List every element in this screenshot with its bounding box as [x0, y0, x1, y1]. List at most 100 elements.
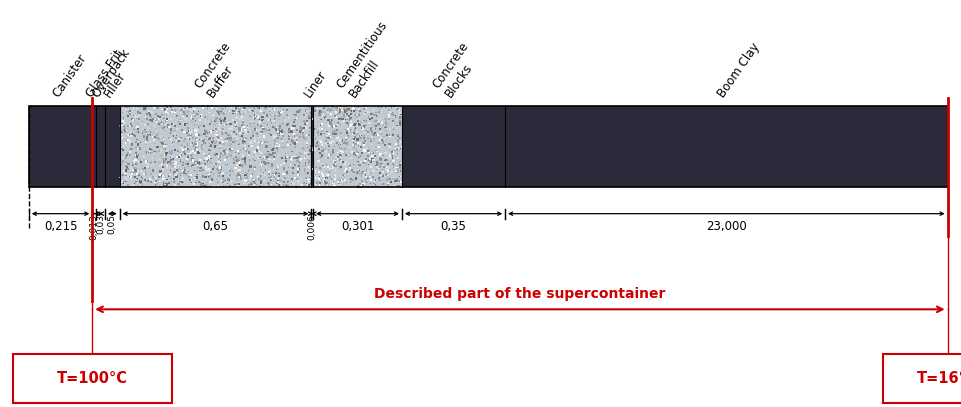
- Point: [193, 112, 209, 119]
- Point: [187, 119, 203, 126]
- Point: [332, 107, 347, 114]
- Point: [159, 181, 174, 188]
- Point: [179, 116, 194, 122]
- Point: [193, 141, 209, 147]
- Point: [372, 170, 387, 177]
- Point: [313, 126, 329, 132]
- Point: [321, 131, 336, 138]
- Point: [180, 151, 195, 157]
- Point: [210, 133, 226, 140]
- Point: [362, 123, 378, 130]
- Point: [374, 136, 389, 143]
- Point: [214, 128, 230, 134]
- Point: [140, 115, 156, 121]
- Point: [178, 118, 193, 125]
- Point: [213, 129, 229, 135]
- Point: [238, 174, 254, 180]
- Point: [298, 171, 313, 177]
- Point: [213, 182, 229, 188]
- Point: [293, 128, 308, 135]
- Point: [135, 182, 150, 188]
- Point: [301, 164, 316, 171]
- Point: [381, 116, 396, 122]
- Point: [114, 145, 130, 152]
- Point: [166, 179, 182, 185]
- Point: [159, 152, 174, 158]
- Point: [297, 150, 312, 157]
- Point: [172, 121, 187, 127]
- Point: [336, 173, 352, 179]
- Point: [212, 158, 228, 164]
- Point: [171, 138, 186, 144]
- Point: [252, 154, 267, 161]
- Point: [118, 154, 134, 160]
- Point: [224, 153, 239, 159]
- Point: [259, 122, 275, 128]
- Point: [238, 176, 254, 182]
- Point: [178, 166, 193, 173]
- Point: [147, 148, 162, 155]
- Point: [212, 109, 228, 115]
- Point: [160, 107, 176, 114]
- Point: [325, 149, 340, 155]
- Point: [280, 179, 295, 186]
- Text: Filler: Filler: [102, 69, 129, 100]
- Point: [351, 145, 366, 151]
- Point: [230, 183, 245, 190]
- Point: [191, 136, 207, 143]
- Point: [160, 103, 175, 109]
- Point: [285, 140, 301, 147]
- Point: [267, 171, 283, 177]
- Point: [215, 173, 231, 179]
- Point: [180, 125, 195, 131]
- Point: [132, 110, 147, 117]
- Point: [253, 159, 268, 165]
- Point: [267, 150, 283, 157]
- Point: [249, 147, 264, 154]
- Point: [197, 127, 212, 133]
- Point: [332, 182, 347, 188]
- Point: [368, 126, 383, 132]
- Point: [319, 116, 334, 122]
- Point: [216, 109, 232, 116]
- Point: [170, 114, 185, 120]
- Point: [237, 182, 253, 189]
- Point: [228, 110, 243, 117]
- Point: [354, 158, 369, 165]
- Point: [342, 127, 357, 133]
- Point: [248, 180, 263, 186]
- Point: [375, 153, 390, 159]
- Point: [191, 164, 207, 171]
- Text: Cementitious
Backfill: Cementitious Backfill: [334, 19, 403, 100]
- Point: [212, 169, 228, 176]
- Point: [232, 167, 247, 173]
- Point: [188, 182, 204, 188]
- Point: [149, 178, 164, 184]
- Point: [215, 125, 231, 132]
- Point: [240, 143, 256, 149]
- Point: [283, 162, 298, 168]
- Point: [271, 176, 286, 182]
- Point: [207, 143, 222, 150]
- Point: [385, 117, 401, 124]
- Point: [359, 128, 375, 134]
- Point: [152, 164, 167, 170]
- Point: [154, 152, 169, 159]
- Point: [184, 172, 199, 179]
- Point: [191, 175, 207, 181]
- Point: [260, 140, 276, 147]
- Point: [199, 129, 214, 136]
- Point: [276, 176, 291, 183]
- Point: [392, 164, 407, 171]
- Point: [327, 158, 342, 165]
- Point: [234, 124, 250, 130]
- Point: [129, 176, 144, 182]
- Point: [332, 144, 347, 151]
- Point: [262, 131, 278, 138]
- Point: [362, 127, 378, 133]
- Point: [382, 176, 397, 182]
- Point: [378, 125, 393, 131]
- Point: [189, 142, 205, 149]
- Point: [139, 134, 155, 141]
- Point: [384, 149, 400, 156]
